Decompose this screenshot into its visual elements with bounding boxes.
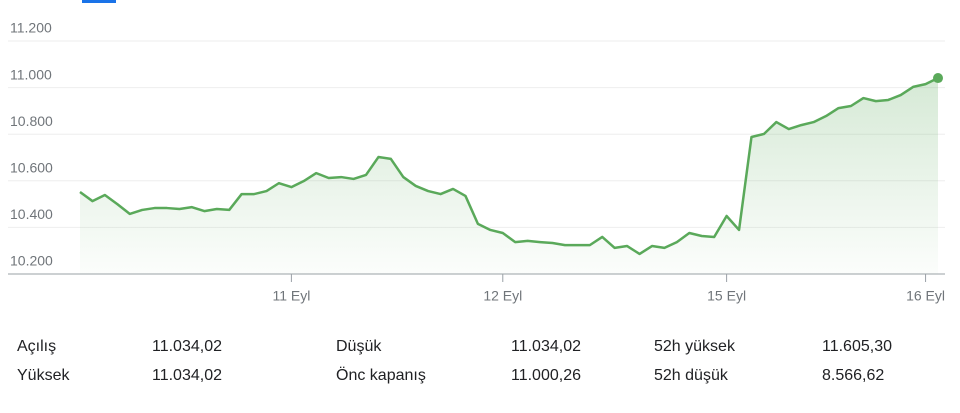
- y-tick-label: 10.200: [10, 253, 53, 269]
- stat-label: Önc kapanış: [336, 366, 426, 384]
- stat-value: 11.000,26: [511, 367, 581, 384]
- y-tick-label: 10.600: [10, 160, 53, 176]
- y-tick-label: 10.800: [10, 113, 53, 129]
- tab-indicator: [82, 0, 116, 3]
- area: [80, 78, 938, 274]
- stat-value: 11.034,02: [152, 338, 222, 355]
- stat-value: 11.034,02: [511, 338, 581, 355]
- last-point: [933, 73, 943, 84]
- stat-value: 11.034,02: [152, 367, 222, 384]
- stat-value: 8.566,62: [822, 367, 884, 384]
- x-tick-label: 16 Eyl: [906, 288, 945, 304]
- stat-label: Yüksek: [17, 367, 70, 384]
- stat-label: Düşük: [336, 338, 382, 355]
- line: [79, 76, 939, 256]
- y-tick-label: 10.400: [10, 206, 53, 222]
- x-tick-label: 12 Eyl: [483, 288, 522, 304]
- stat-label: Açılış: [17, 338, 56, 355]
- stat-label: 52h yüksek: [654, 338, 736, 355]
- y-tick-label: 11.000: [10, 66, 52, 82]
- stat-label: 52h düşük: [654, 367, 729, 384]
- x-tick-label: 11 Eyl: [272, 288, 310, 304]
- y-tick-label: 11.200: [10, 20, 52, 36]
- stat-value: 11.605,30: [822, 338, 892, 355]
- x-tick-label: 15 Eyl: [707, 288, 746, 304]
